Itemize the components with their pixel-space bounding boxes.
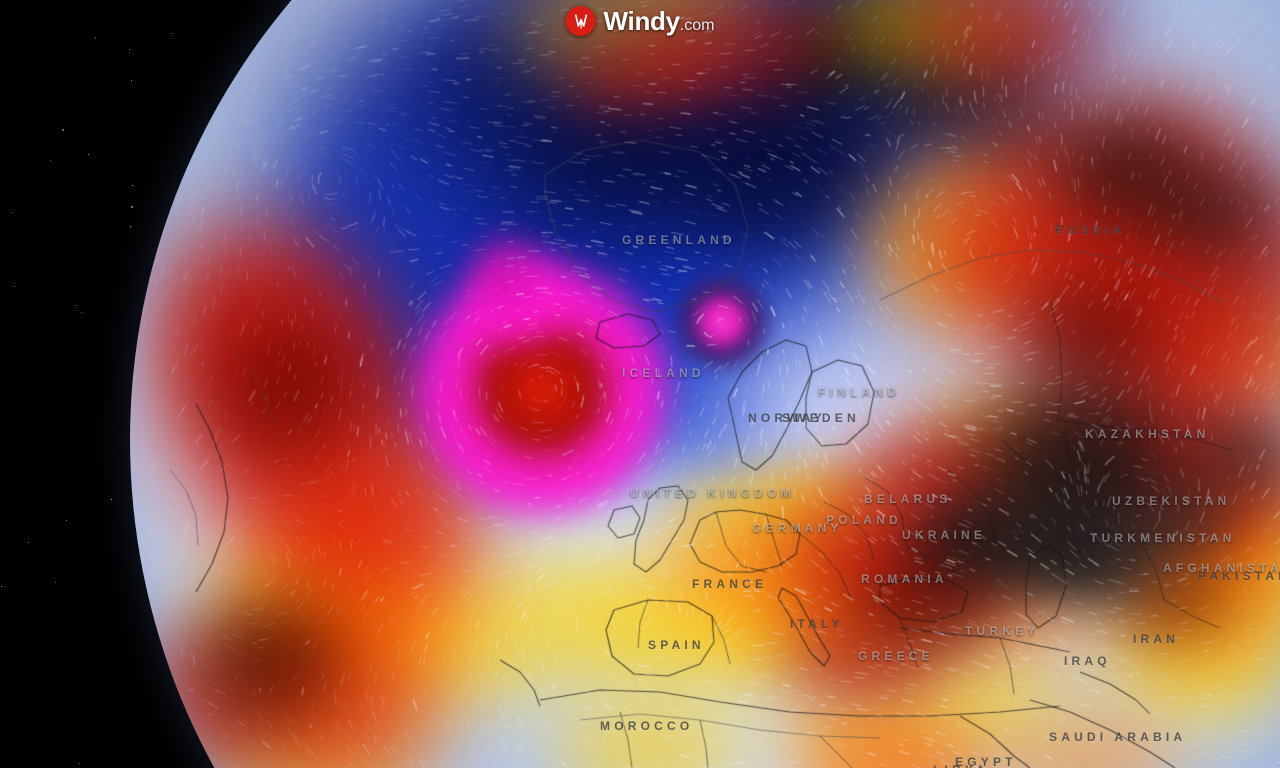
star: [130, 226, 131, 227]
star: [62, 129, 64, 131]
star: [55, 582, 56, 583]
star: [11, 212, 12, 213]
temperature-blob: [890, 500, 1030, 580]
star: [172, 33, 173, 34]
star: [50, 160, 51, 161]
star: [131, 206, 133, 208]
star: [131, 80, 132, 81]
star: [132, 185, 133, 186]
brand-tld: .com: [679, 17, 715, 34]
windy-logo-icon: [565, 6, 596, 36]
star: [28, 542, 29, 543]
star: [129, 49, 130, 50]
star: [94, 37, 96, 39]
temperature-blob: [1130, 150, 1280, 270]
star: [88, 154, 89, 155]
temperature-blob: [200, 300, 380, 480]
cyclone-core: [704, 304, 740, 340]
windy-brand[interactable]: Windy.com: [565, 6, 715, 36]
temperature-blob: [465, 230, 545, 320]
cyclone-core: [492, 340, 592, 440]
star: [111, 499, 112, 500]
temperature-blob: [180, 580, 360, 740]
brand-wordmark: Windy.com: [604, 8, 715, 34]
star: [66, 520, 67, 521]
star: [79, 763, 80, 764]
star: [1, 586, 2, 587]
brand-name: Windy: [603, 6, 681, 36]
star: [81, 312, 82, 313]
temperature-blob: [1010, 515, 1170, 605]
star: [14, 286, 15, 287]
star: [76, 305, 77, 306]
globe[interactable]: [130, 0, 1280, 768]
